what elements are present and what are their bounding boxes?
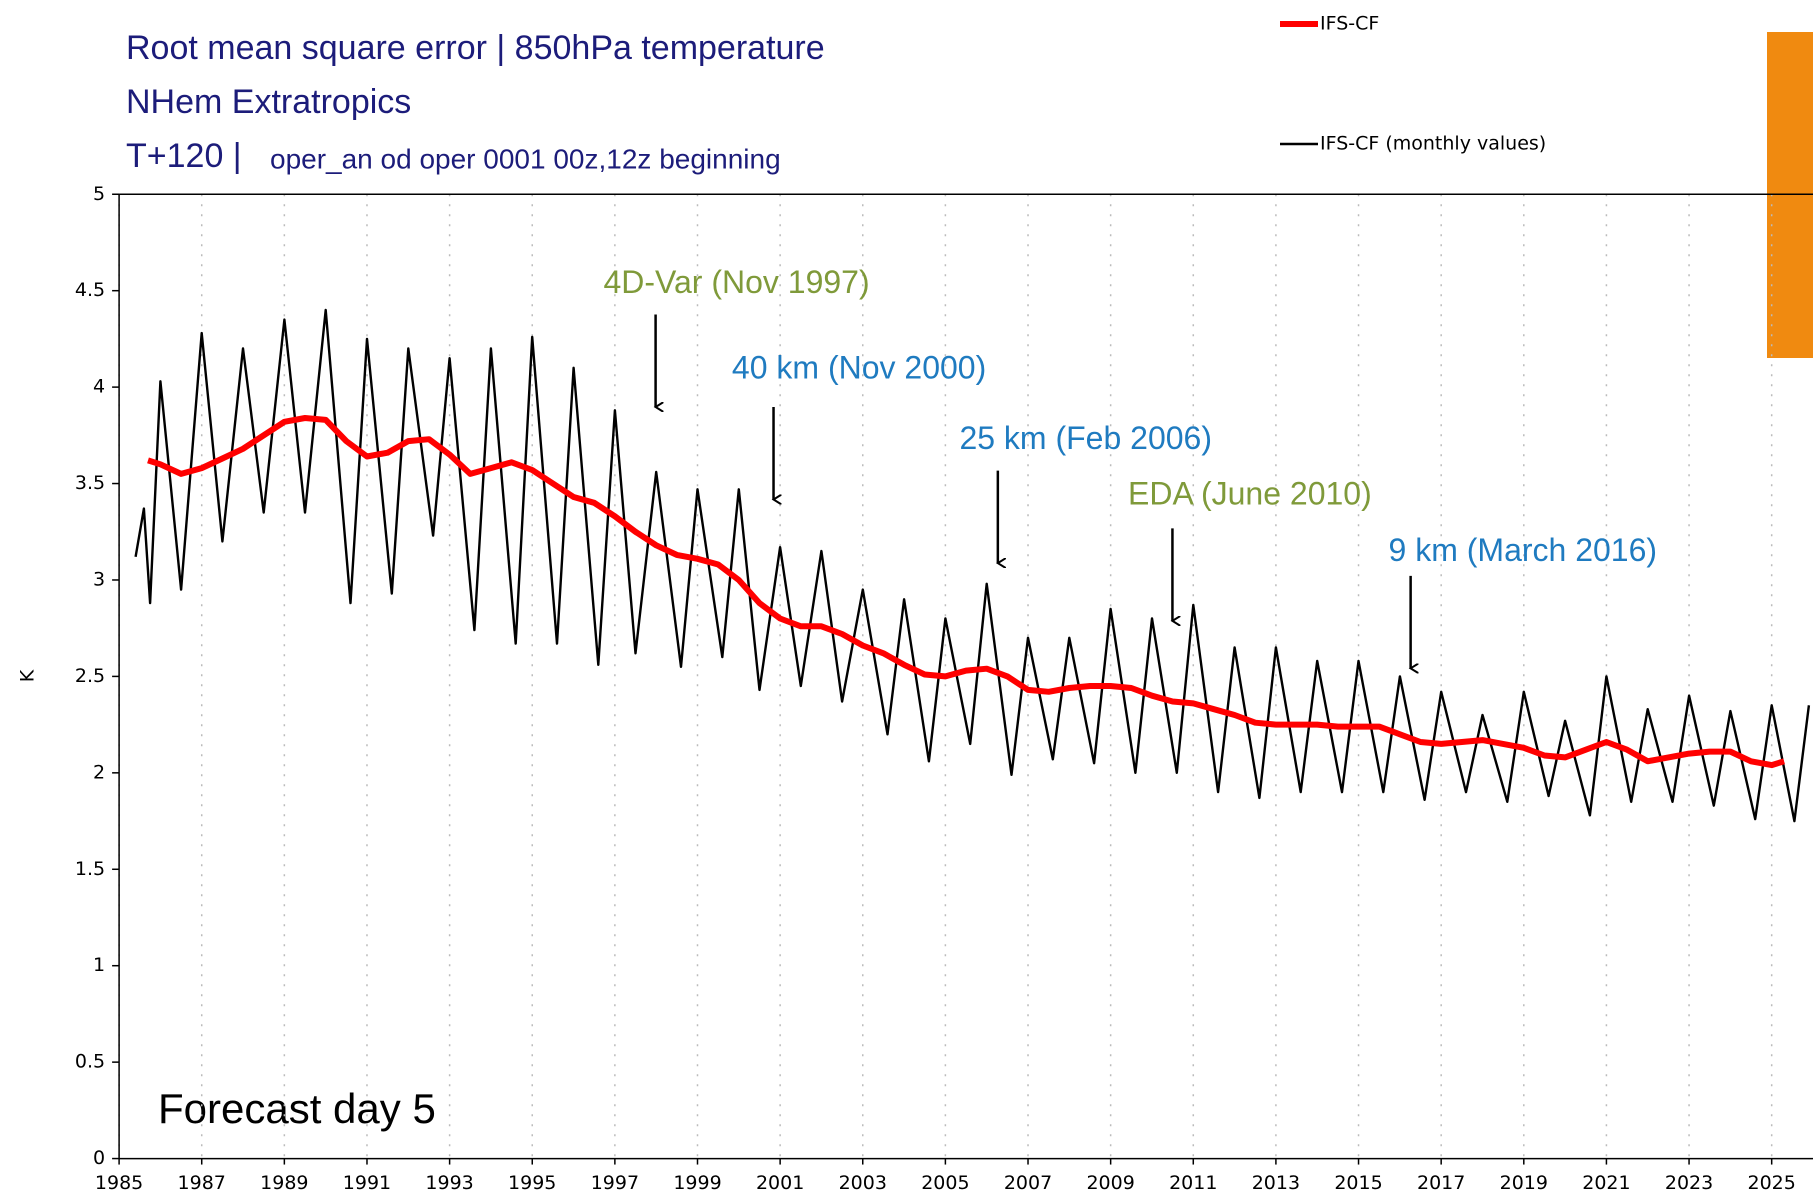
x-tick-label: 2021: [1582, 1172, 1630, 1194]
annotation: 9 km (March 2016): [1389, 532, 1658, 568]
forecast-step: T+120 |: [126, 137, 242, 175]
x-tick-label: 2015: [1334, 1172, 1382, 1194]
y-tick-label: 4.5: [75, 279, 105, 301]
page: {"chart_data": {"type": "line", "title":…: [0, 0, 1813, 1198]
chart-subtitle: NHem Extratropics: [126, 83, 411, 121]
x-tick-label: 1995: [508, 1172, 556, 1194]
x-tick-label: 2005: [921, 1172, 969, 1194]
y-tick-label: 0: [93, 1147, 105, 1169]
x-tick-label: 1993: [425, 1172, 473, 1194]
y-tick-label: 1.5: [75, 858, 105, 880]
chart: Root mean square error | 850hPa temperat…: [0, 0, 1813, 1198]
x-tick-label: 2023: [1665, 1172, 1713, 1194]
x-tick-label: 1999: [673, 1172, 721, 1194]
legend-label: IFS-CF (monthly values): [1320, 133, 1546, 155]
x-tick-label: 2001: [756, 1172, 804, 1194]
y-tick-label: 0.5: [75, 1051, 105, 1073]
x-tick-label: 2009: [1086, 1172, 1134, 1194]
legend-label: IFS-CF: [1320, 13, 1379, 35]
x-tick-label: 1989: [260, 1172, 308, 1194]
x-tick-label: 2011: [1169, 1172, 1217, 1194]
annotation: 40 km (Nov 2000): [732, 349, 986, 385]
inset-label: Forecast day 5: [158, 1085, 436, 1132]
x-tick-label: 1997: [591, 1172, 639, 1194]
y-axis-label: K: [17, 669, 39, 682]
y-tick-label: 3: [93, 568, 105, 590]
y-tick-label: 1: [93, 954, 105, 976]
x-tick-label: 2007: [1004, 1172, 1052, 1194]
x-tick-label: 2003: [839, 1172, 887, 1194]
x-tick-label: 2019: [1500, 1172, 1548, 1194]
annotation: EDA (June 2010): [1128, 475, 1372, 511]
y-tick-label: 3.5: [75, 472, 105, 494]
series-line: [148, 418, 1784, 765]
y-tick-label: 4: [93, 376, 105, 398]
chart-title: Root mean square error | 850hPa temperat…: [126, 29, 825, 67]
y-tick-label: 2.5: [75, 665, 105, 687]
experiment: oper_an od oper 0001 00z,12z beginning: [270, 143, 781, 174]
x-tick-label: 2025: [1748, 1172, 1796, 1194]
y-tick-label: 5: [93, 183, 105, 205]
x-tick-label: 1987: [178, 1172, 226, 1194]
annotation: 4D-Var (Nov 1997): [603, 264, 869, 300]
x-tick-label: 2013: [1252, 1172, 1300, 1194]
annotation: 25 km (Feb 2006): [959, 420, 1212, 456]
y-tick-label: 2: [93, 761, 105, 783]
x-tick-label: 1985: [95, 1172, 143, 1194]
x-tick-label: 2017: [1417, 1172, 1465, 1194]
x-tick-label: 1991: [343, 1172, 391, 1194]
